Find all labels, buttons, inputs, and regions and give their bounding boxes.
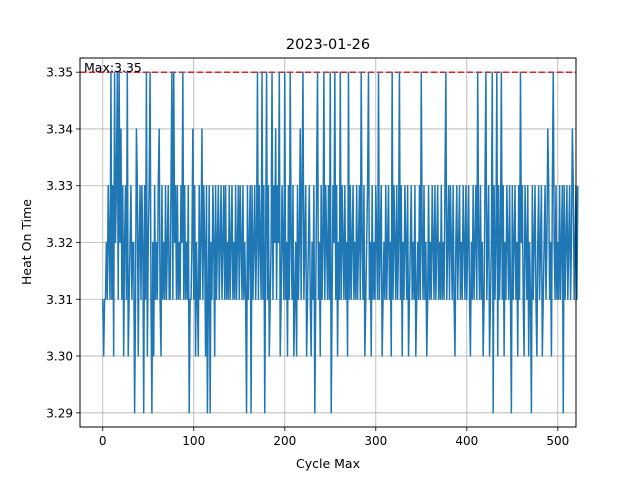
x-axis-ticks: 0 100 200 300 400 500 [99, 427, 569, 448]
x-tick-label: 400 [455, 434, 478, 448]
x-tick-label: 200 [273, 434, 296, 448]
chart-title: 2023-01-26 [286, 37, 370, 53]
max-annotation: Max:3.35 [84, 60, 142, 75]
y-tick-label: 3.31 [46, 293, 73, 307]
y-axis-ticks: 3.29 3.30 3.31 3.32 3.33 3.34 3.35 [46, 66, 80, 420]
x-tick-label: 300 [364, 434, 387, 448]
y-tick-label: 3.29 [46, 406, 73, 420]
x-tick-label: 500 [546, 434, 569, 448]
y-tick-label: 3.32 [46, 236, 73, 250]
series-line-0 [102, 71, 579, 414]
y-axis-label: Heat On Time [19, 199, 34, 285]
y-tick-label: 3.30 [46, 350, 73, 364]
x-tick-label: 0 [99, 434, 107, 448]
y-tick-label: 3.34 [46, 122, 73, 136]
y-tick-label: 3.35 [46, 66, 73, 80]
series-layer [102, 71, 579, 414]
x-tick-label: 100 [182, 434, 205, 448]
x-axis-label: Cycle Max [296, 456, 360, 471]
y-tick-label: 3.33 [46, 179, 73, 193]
